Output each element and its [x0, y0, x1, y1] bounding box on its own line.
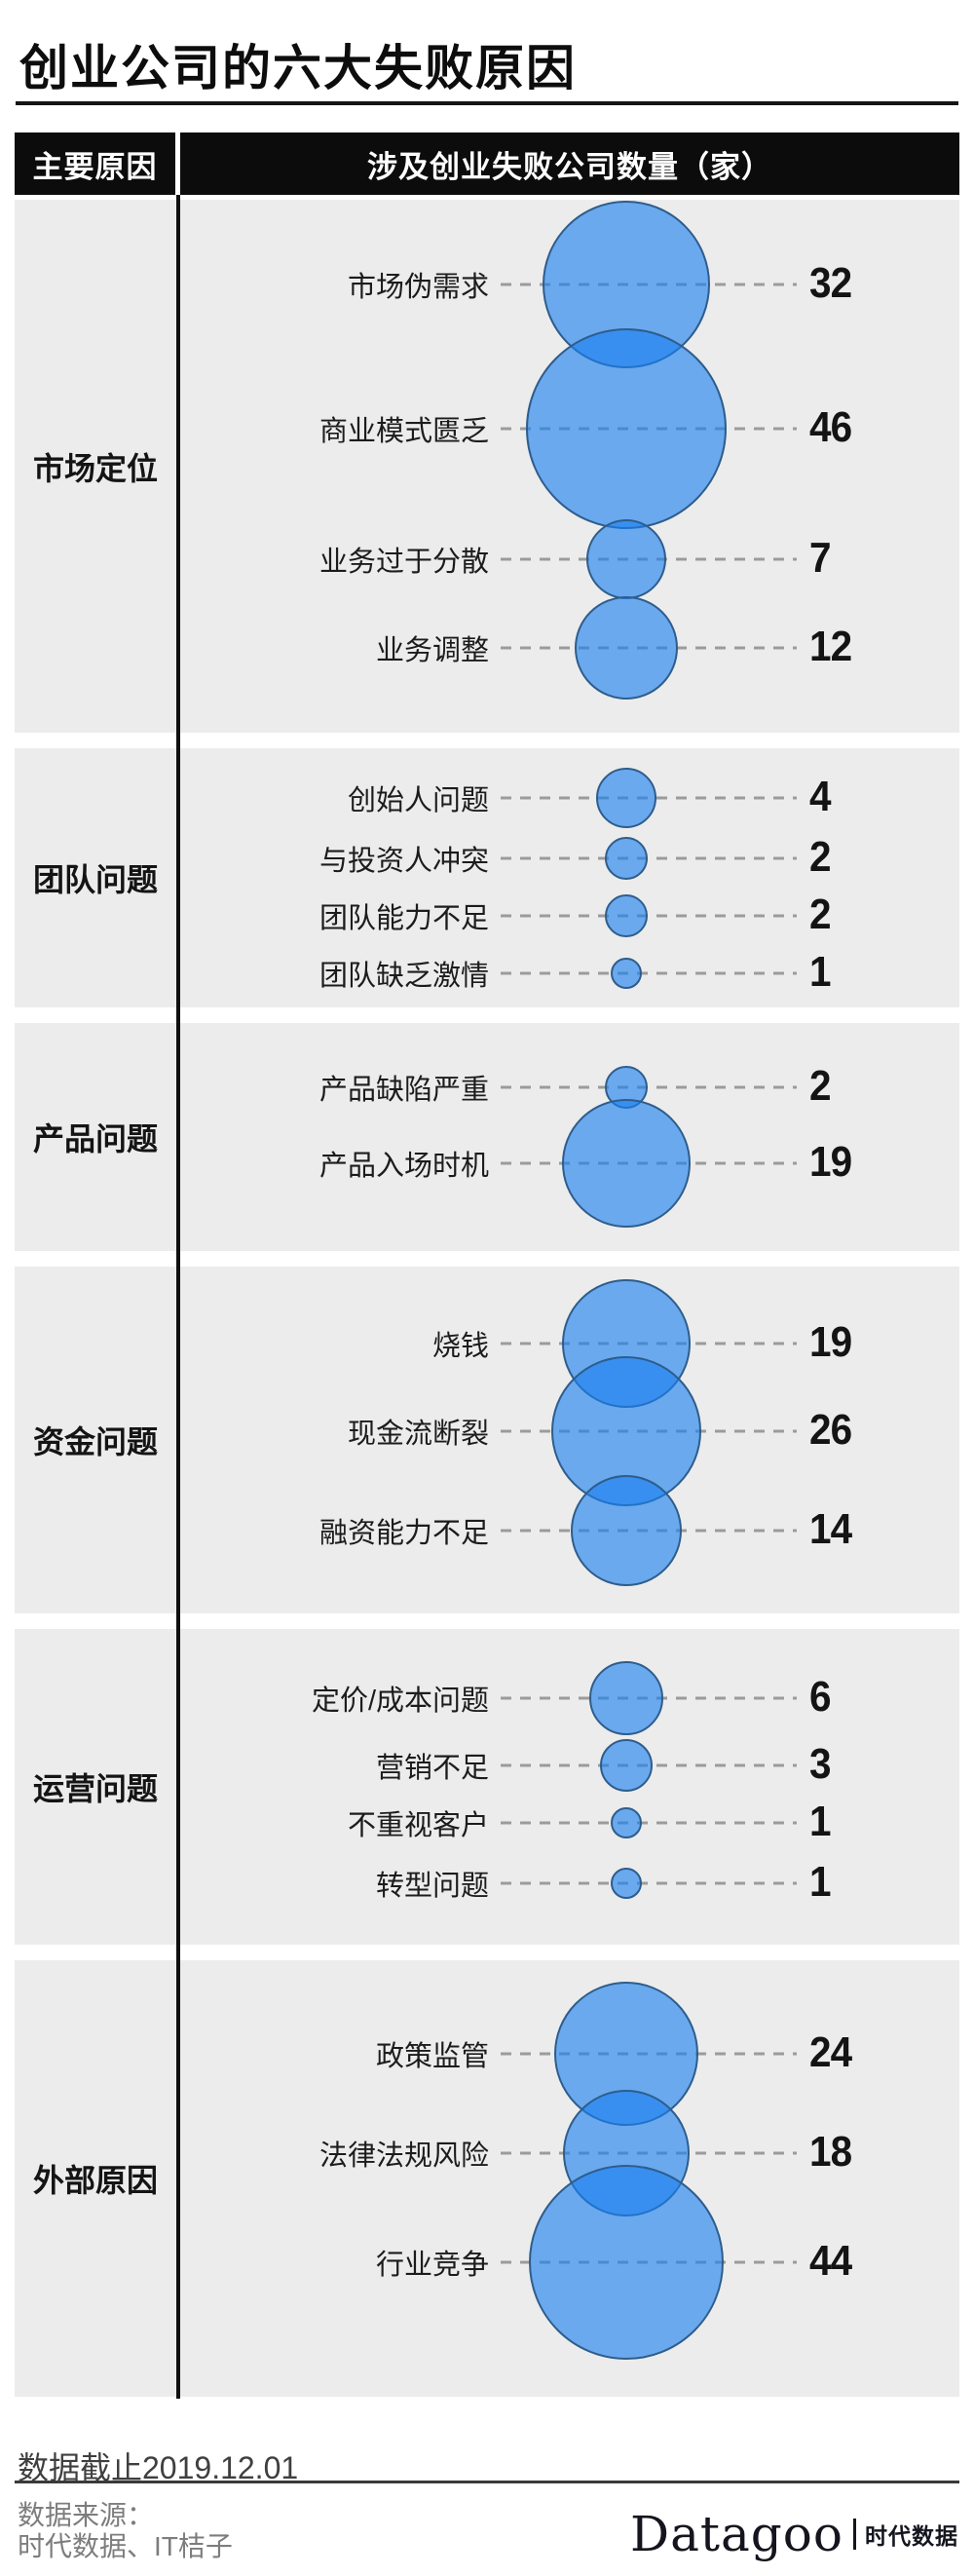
- row-value: 1: [809, 1798, 832, 1845]
- row-label: 融资能力不足: [318, 1518, 489, 1549]
- row-label: 定价/成本问题: [311, 1686, 489, 1717]
- category-label: 市场定位: [32, 450, 158, 486]
- data-bubble: [526, 328, 727, 529]
- data-bubble: [586, 519, 666, 599]
- data-cutoff-note: 数据截止2019.12.01: [18, 2450, 299, 2485]
- data-bubble: [611, 1868, 642, 1899]
- data-bubble: [562, 1099, 691, 1228]
- column-divider-line: [176, 195, 180, 2399]
- row-label: 业务调整: [375, 635, 489, 666]
- category-label: 团队问题: [32, 862, 158, 897]
- row-value: 2: [809, 833, 832, 881]
- row-label: 商业模式匮乏: [318, 416, 489, 447]
- row-label: 现金流断裂: [347, 1419, 489, 1450]
- row-label: 法律法规风险: [318, 2140, 489, 2172]
- row-label: 行业竞争: [375, 2250, 489, 2281]
- data-bubble: [605, 837, 648, 880]
- data-source-label: 数据来源：: [18, 2500, 155, 2530]
- category-section: [15, 748, 959, 1007]
- data-bubble: [589, 1661, 663, 1735]
- page-title: 创业公司的六大失败原因: [19, 41, 577, 95]
- header-cell-category: 主要原因: [15, 133, 175, 195]
- row-label: 创始人问题: [347, 785, 489, 816]
- row-value: 14: [809, 1505, 852, 1553]
- brand-logo-separator-icon: [853, 2519, 856, 2550]
- category-section: [15, 1023, 959, 1251]
- row-label: 产品缺陷严重: [318, 1075, 489, 1106]
- row-label: 营销不足: [375, 1753, 489, 1784]
- row-value: 1: [809, 948, 832, 996]
- row-value: 19: [809, 1318, 852, 1366]
- row-label: 烧钱: [431, 1331, 489, 1362]
- row-value: 44: [809, 2237, 852, 2285]
- row-value: 26: [809, 1406, 852, 1454]
- row-label: 转型问题: [375, 1871, 489, 1902]
- data-bubble: [611, 958, 642, 989]
- title-divider: [16, 101, 958, 105]
- data-bubble: [605, 894, 648, 937]
- row-value: 46: [809, 403, 852, 451]
- category-section: [15, 1629, 959, 1945]
- row-label: 产品入场时机: [318, 1151, 489, 1182]
- row-value: 19: [809, 1138, 852, 1186]
- row-value: 3: [809, 1740, 832, 1788]
- row-value: 7: [809, 534, 832, 582]
- category-section: [15, 1267, 959, 1613]
- category-label: 资金问题: [32, 1424, 158, 1459]
- category-label: 外部原因: [32, 2163, 158, 2198]
- footer-divider: [15, 2481, 959, 2483]
- row-value: 32: [809, 259, 852, 307]
- row-label: 团队能力不足: [318, 903, 489, 934]
- row-label: 与投资人冲突: [318, 846, 489, 877]
- row-value: 24: [809, 2028, 852, 2076]
- row-label: 市场伪需求: [347, 272, 489, 303]
- data-bubble: [596, 768, 656, 828]
- brand-logo-wordmark: Datagoo: [629, 2506, 843, 2562]
- category-label: 产品问题: [32, 1121, 158, 1156]
- row-value: 1: [809, 1858, 832, 1906]
- data-bubble: [575, 596, 678, 700]
- category-section: [15, 1960, 959, 2397]
- row-value: 12: [809, 623, 852, 670]
- data-bubble: [611, 1807, 642, 1838]
- category-label: 运营问题: [32, 1771, 158, 1806]
- brand-logo: Datagoo 时代数据: [630, 2510, 958, 2558]
- row-label: 不重视客户: [347, 1810, 489, 1841]
- data-bubble: [600, 1739, 653, 1792]
- row-value: 2: [809, 890, 832, 938]
- row-label: 业务过于分散: [318, 547, 489, 578]
- data-bubble: [529, 2165, 724, 2360]
- row-value: 4: [809, 773, 832, 820]
- row-value: 18: [809, 2128, 852, 2176]
- row-value: 2: [809, 1062, 832, 1110]
- row-label: 政策监管: [375, 2041, 489, 2072]
- header-cell-values: 涉及创业失败公司数量（家）: [180, 133, 959, 195]
- data-bubble: [571, 1475, 682, 1586]
- row-value: 6: [809, 1673, 832, 1721]
- data-source-value: 时代数据、IT桔子: [18, 2531, 233, 2561]
- row-label: 团队缺乏激情: [318, 961, 489, 992]
- category-section: [15, 200, 959, 733]
- brand-logo-cn-name: 时代数据: [865, 2523, 958, 2549]
